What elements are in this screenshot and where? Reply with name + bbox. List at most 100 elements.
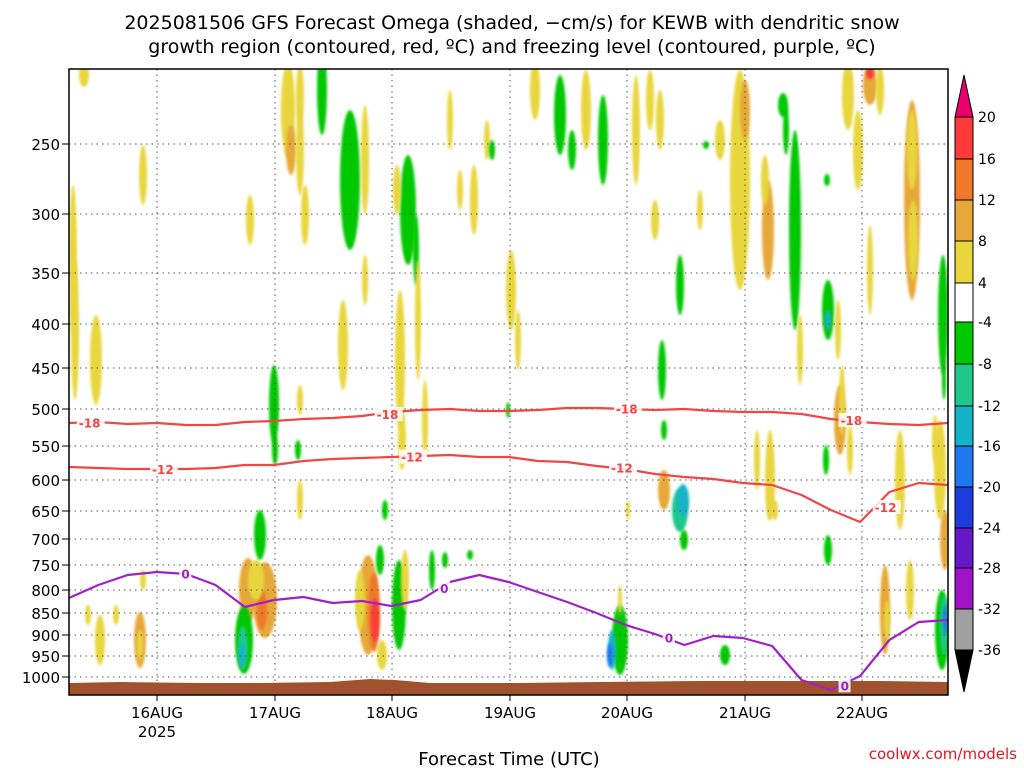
omega-cell	[113, 605, 119, 625]
omega-cell	[317, 69, 327, 135]
colorbar-segment	[954, 445, 974, 488]
colorbar-label: -12	[978, 399, 1001, 415]
omega-cell	[876, 69, 884, 115]
credit-text: coolwx.com/models	[869, 745, 1017, 763]
colorbar-segment	[954, 282, 974, 323]
y-tick-label: 800	[31, 582, 60, 600]
x-axis-title: Forecast Time (UTC)	[418, 749, 599, 768]
y-tick-label: 650	[31, 503, 60, 521]
contour-label: -18	[79, 417, 101, 431]
omega-cell	[703, 141, 709, 149]
omega-cell	[761, 155, 769, 205]
colorbar-segment	[954, 527, 974, 569]
omega-cell	[71, 260, 79, 400]
omega-cell	[677, 484, 689, 516]
omega-cell	[295, 440, 301, 460]
omega-cell	[447, 90, 453, 150]
y-tick-label: 600	[31, 472, 60, 490]
x-tick-label: 21AUG	[719, 704, 771, 722]
omega-cell	[489, 140, 495, 160]
colorbar-segment	[954, 321, 974, 365]
omega-cell	[607, 643, 613, 667]
colorbar-top-arrow	[954, 74, 974, 118]
omega-cell	[377, 640, 387, 670]
omega-cell	[355, 570, 365, 630]
omega-cell	[940, 510, 948, 570]
contour-label: -12	[611, 462, 633, 476]
omega-cell	[269, 365, 279, 445]
omega-cell	[783, 105, 789, 155]
colorbar-label: -28	[978, 561, 1001, 577]
contour-label: 0	[440, 582, 448, 596]
omega-cell	[415, 260, 421, 380]
colorbar-segment	[954, 608, 974, 651]
y-tick-label: 400	[31, 316, 60, 334]
omega-cell	[140, 570, 146, 590]
x-tick-label: 20AUG	[601, 704, 653, 722]
y-tick-label: 450	[31, 360, 60, 378]
contour-label-bg	[613, 401, 642, 416]
omega-cell	[598, 95, 608, 185]
omega-cell	[789, 130, 801, 330]
colorbar-label: -32	[978, 602, 1001, 618]
omega-cell	[658, 340, 666, 400]
omega-cell	[651, 200, 659, 240]
omega-cell	[395, 290, 405, 430]
y-axis: 250 300 350 400 450 500 550 600 650 700 750 800 850 9…	[22, 136, 69, 687]
plot-frame	[68, 68, 949, 696]
omega-cell	[361, 105, 369, 215]
y-tick-label: 950	[31, 648, 60, 666]
colorbar-label: -4	[978, 315, 992, 331]
omega-cell	[382, 500, 388, 520]
colorbar-label: 4	[978, 276, 987, 292]
omega-cell	[884, 600, 890, 640]
omega-cell	[422, 380, 428, 460]
omega-cell	[376, 545, 384, 575]
omega-cell	[257, 590, 267, 630]
colorbar-label: 20	[978, 110, 996, 126]
contour-label-bg	[150, 462, 179, 476]
omega-cell	[246, 195, 254, 245]
contour-label-bg	[838, 678, 851, 693]
y-tick-label: 700	[31, 531, 60, 549]
omega-cell	[401, 550, 409, 610]
omega-cell	[835, 300, 841, 360]
omega-cell	[340, 110, 360, 250]
omega-cell	[938, 255, 948, 375]
omega-cell	[139, 145, 147, 205]
omega-cell	[581, 70, 591, 150]
omega-cell	[906, 560, 914, 620]
omega-cell	[697, 190, 703, 230]
y-tick-label: 250	[31, 136, 60, 154]
omega-cell	[506, 250, 516, 330]
contour-label-bg	[374, 407, 403, 421]
plot-background	[69, 69, 948, 695]
omega-cell	[720, 645, 730, 665]
colorbar-bottom-arrow	[954, 649, 974, 693]
omega-cell	[137, 630, 143, 660]
y-tick-label: 300	[31, 206, 60, 224]
omega-cell	[484, 120, 490, 160]
x-tick-label: 22AUG	[836, 704, 888, 722]
terrain-fill	[69, 679, 948, 695]
colorbar-segment	[954, 405, 974, 447]
colorbar-label: -36	[978, 643, 1001, 659]
y-tick-label: 1000	[22, 669, 60, 687]
contour-label: -18	[841, 414, 863, 428]
chart-title-line2: growth region (contoured, red, ºC) and f…	[148, 36, 875, 58]
y-tick-label: 500	[31, 401, 60, 419]
x-tick-label: 19AUG	[484, 704, 536, 722]
omega-cell	[530, 69, 540, 120]
contour-label-bg	[872, 500, 901, 514]
omega-cell	[286, 125, 296, 175]
omega-cell	[393, 165, 401, 215]
omega-cell	[680, 530, 688, 550]
omega-cell	[825, 310, 831, 330]
colorbar-label: -24	[978, 521, 1001, 537]
omega-cell	[863, 69, 877, 105]
colorbar-label: 16	[978, 152, 996, 168]
chart-title-line1: 2025081506 GFS Forecast Omega (shaded, −…	[124, 12, 899, 34]
omega-cell	[767, 490, 773, 520]
omega-cell	[301, 185, 309, 245]
